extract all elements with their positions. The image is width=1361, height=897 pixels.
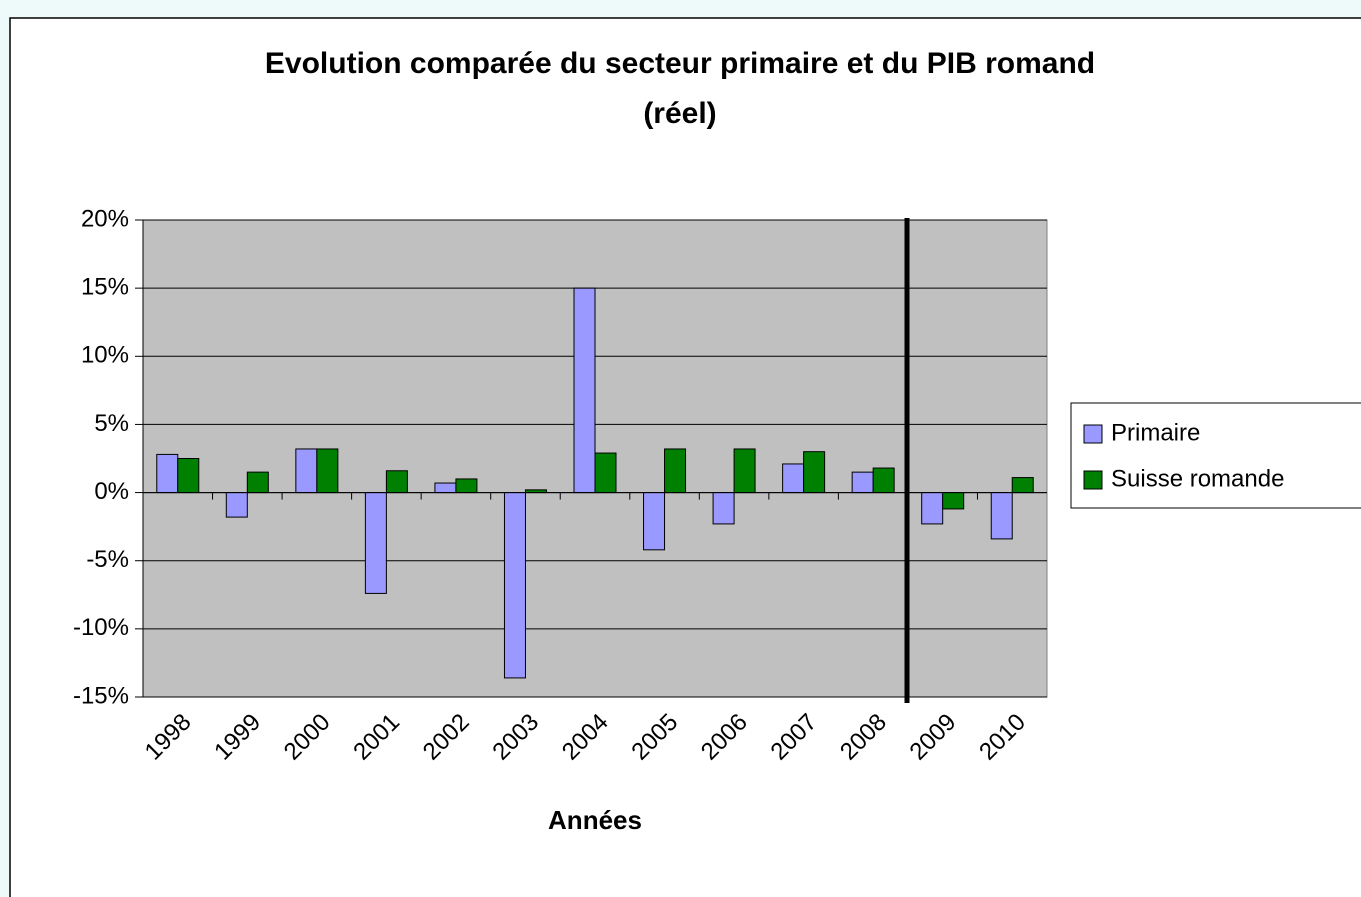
bar [643, 492, 666, 551]
bar [573, 287, 596, 494]
x-axis-title: Années [548, 805, 642, 835]
bar [156, 453, 179, 494]
chart-title: (réel) [643, 97, 716, 130]
y-tick-label: -5% [86, 546, 129, 573]
bar [851, 471, 874, 494]
bar [246, 471, 269, 494]
y-tick-label: 0% [94, 478, 129, 505]
bar [364, 492, 387, 594]
y-tick-label: -15% [73, 682, 129, 709]
bar [782, 463, 805, 494]
bar [803, 451, 826, 494]
bar [733, 448, 756, 494]
bar [295, 448, 318, 494]
y-tick-label: -10% [73, 614, 129, 641]
bar [712, 492, 735, 525]
bar [921, 492, 944, 525]
bar [942, 492, 965, 510]
bar [990, 492, 1013, 540]
bar [225, 492, 248, 518]
bar [434, 482, 457, 494]
bar [664, 448, 687, 494]
bar [316, 448, 339, 494]
y-tick-label: 15% [81, 273, 129, 300]
bar [455, 478, 478, 494]
y-tick-label: 20% [81, 205, 129, 232]
bar [594, 452, 617, 494]
bar [872, 467, 895, 494]
legend-label: Suisse romande [1111, 465, 1284, 492]
bar [1011, 477, 1034, 494]
bar [503, 492, 526, 679]
y-tick-label: 10% [81, 342, 129, 369]
bar [177, 458, 200, 494]
legend-label: Primaire [1111, 419, 1200, 446]
chart-title: Evolution comparée du secteur primaire e… [265, 47, 1095, 80]
y-tick-label: 5% [94, 410, 129, 437]
legend-swatch [1083, 424, 1103, 444]
bar [385, 470, 408, 494]
legend-swatch [1083, 470, 1103, 490]
legend-box [1070, 402, 1361, 509]
